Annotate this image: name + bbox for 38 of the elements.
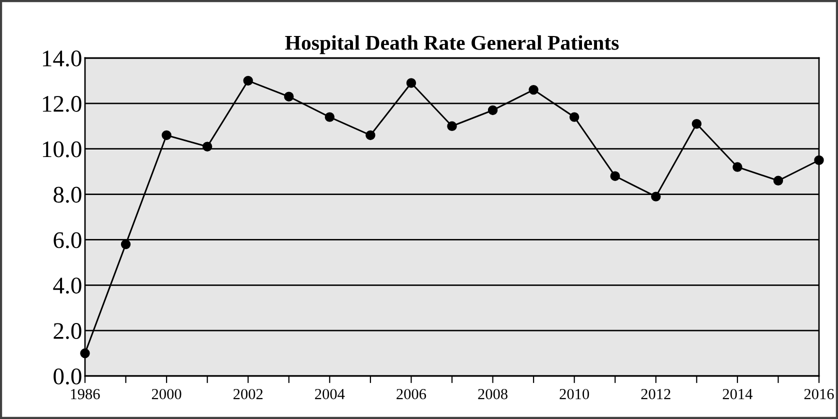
x-tick-label: 1986 (71, 388, 100, 400)
point (488, 105, 498, 116)
point (692, 119, 702, 129)
point (120, 239, 131, 250)
point (610, 171, 620, 181)
point (651, 192, 661, 202)
y-tick-label: 8.0 (54, 186, 82, 203)
x-tick-label: 2004 (315, 388, 345, 400)
point (80, 348, 90, 358)
x-tick-label: 2012 (641, 388, 670, 400)
y-tick-label: 10.0 (42, 141, 82, 158)
y-tick-label: 0.0 (54, 368, 82, 385)
x-tick-label: 2006 (396, 388, 426, 400)
x-tick-label: 2014 (722, 388, 752, 400)
point (528, 84, 538, 95)
y-tick-label: 14.0 (42, 50, 82, 67)
point (732, 162, 742, 172)
point (162, 130, 172, 140)
point (284, 92, 294, 102)
y-tick-label: 12.0 (42, 96, 82, 112)
point (447, 121, 457, 132)
point (406, 78, 416, 88)
x-tick-label: 2008 (478, 388, 508, 400)
point (366, 130, 376, 140)
point (814, 155, 824, 166)
x-tick-label: 2000 (152, 388, 182, 400)
x-tick-label: 2016 (804, 388, 834, 400)
chart-title: Hospital Death Rate General Patients (285, 35, 619, 54)
point (243, 76, 253, 86)
y-tick-label: 4.0 (53, 278, 82, 294)
y-tick-label: 2.0 (54, 323, 82, 340)
point (324, 112, 335, 122)
x-tick-label: 2002 (234, 388, 263, 400)
point (569, 112, 580, 122)
y-tick-label: 6.0 (54, 232, 82, 248)
x-tick-label: 2010 (560, 388, 590, 400)
point (773, 176, 784, 186)
point (202, 142, 212, 152)
